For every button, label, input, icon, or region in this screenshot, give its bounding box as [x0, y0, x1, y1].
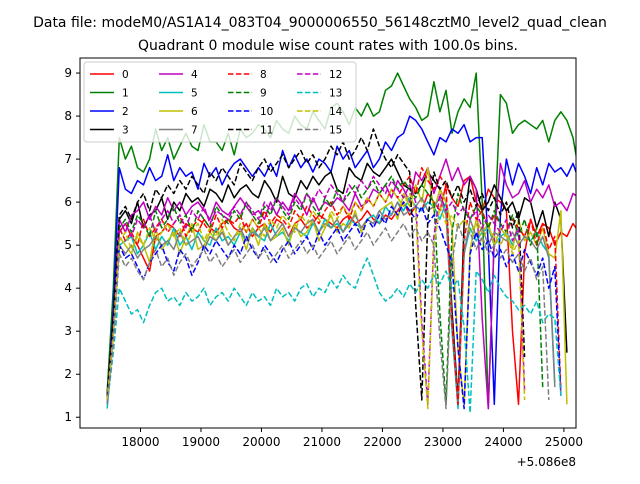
y-tick-label: 2 [64, 367, 72, 381]
legend-label-2: 2 [122, 106, 129, 118]
legend-box [83, 61, 357, 143]
legend-label-3: 3 [122, 125, 129, 137]
x-tick-label: 24000 [484, 435, 522, 449]
legend-label-12: 12 [329, 69, 342, 81]
legend-label-8: 8 [260, 69, 267, 81]
y-tick-label: 7 [64, 152, 72, 166]
legend-label-4: 4 [191, 69, 198, 81]
x-axis: 18000 19000 20000 21000 22000 23000 24000 25000 [121, 428, 583, 449]
x-tick-label: 22000 [363, 435, 401, 449]
legend-label-9: 9 [260, 88, 267, 100]
series-line-11 [106, 128, 526, 401]
legend-label-11: 11 [260, 125, 273, 137]
x-offset-label: +5.086e8 [517, 455, 576, 469]
y-tick-label: 5 [64, 238, 72, 252]
figure-suptitle: Data file: modeM0/AS1A14_083T04_90000065… [33, 15, 607, 31]
y-tick-label: 4 [64, 281, 72, 295]
series-line-2 [106, 115, 576, 406]
axes-frame [79, 57, 577, 429]
legend-label-6: 6 [191, 106, 198, 118]
y-tick-label: 9 [64, 66, 72, 80]
legend-label-5: 5 [191, 88, 198, 100]
y-tick-label: 6 [64, 195, 72, 209]
x-tick-label: 23000 [424, 435, 462, 449]
legend-label-13: 13 [329, 88, 342, 100]
y-tick-label: 3 [64, 324, 72, 338]
legend-label-15: 15 [329, 125, 342, 137]
legend-label-7: 7 [191, 125, 198, 137]
y-tick-label: 8 [64, 109, 72, 123]
axes-title: Quadrant 0 module wise count rates with … [138, 38, 518, 54]
series-line-7 [106, 197, 556, 406]
legend-label-10: 10 [260, 106, 273, 118]
legend-label-1: 1 [122, 88, 129, 100]
y-axis: 1 2 3 4 5 6 7 8 9 [64, 66, 80, 424]
series-layer [106, 72, 576, 414]
series-line-13 [106, 257, 562, 414]
series-line-12 [106, 175, 526, 406]
series-line-8 [106, 166, 562, 406]
series-line-14 [106, 188, 526, 410]
x-tick-label: 19000 [182, 435, 220, 449]
x-tick-label: 21000 [303, 435, 341, 449]
legend-label-14: 14 [329, 106, 343, 118]
x-tick-label: 25000 [545, 435, 583, 449]
x-tick-label: 18000 [121, 435, 159, 449]
series-line-10 [106, 201, 562, 410]
legend-label-0: 0 [122, 69, 129, 81]
series-line-15 [106, 222, 550, 410]
x-tick-label: 20000 [242, 435, 280, 449]
y-tick-label: 1 [64, 410, 72, 424]
